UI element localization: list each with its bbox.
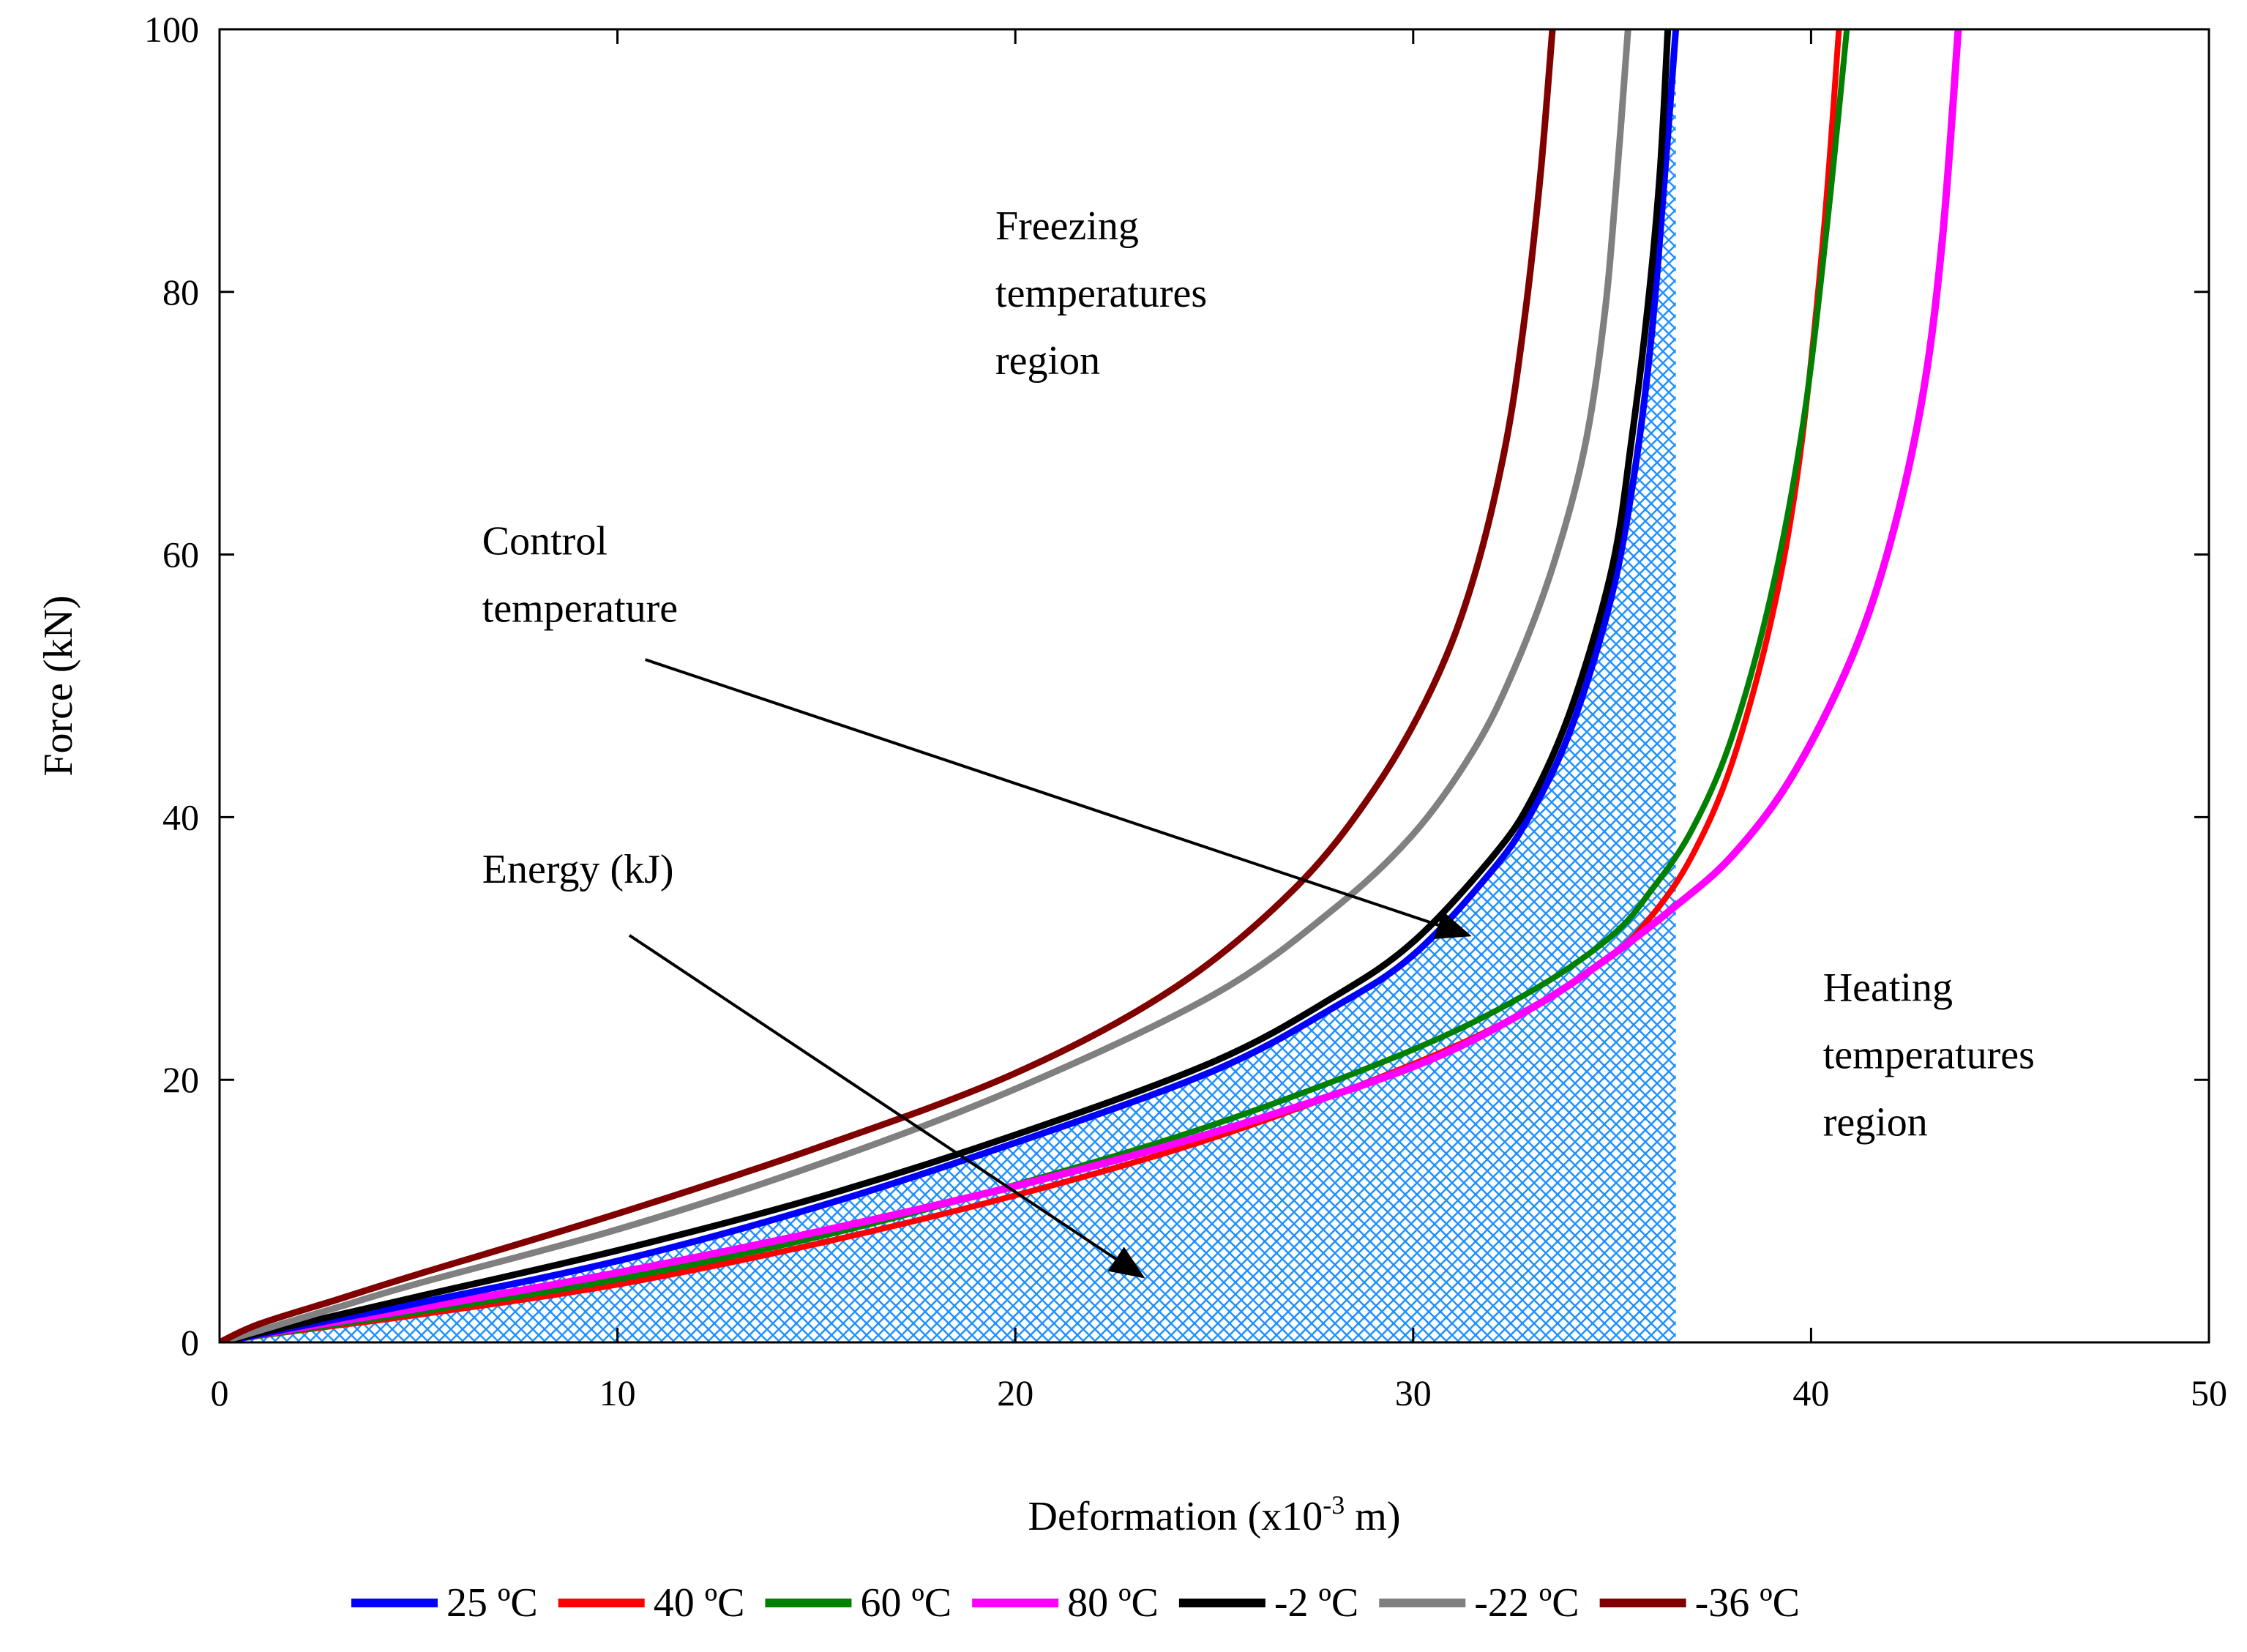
series-line-80: [220, 29, 1962, 1342]
annotation-text: Control temperature: [482, 519, 678, 632]
legend-label: -36 ºC: [1695, 1580, 1800, 1626]
annotation-text: Energy (kJ): [482, 847, 674, 892]
x-tick-label: 0: [211, 1372, 229, 1413]
x-tick-label: 10: [599, 1372, 636, 1413]
y-tick-label: 40: [162, 796, 199, 837]
x-axis-title-superscript: -3: [1323, 1490, 1345, 1520]
legend: 25 ºC 40 ºC 60 ºC 80 ºC -2 ºC -22 ºC -36 ºC: [351, 1580, 1800, 1626]
legend-label: -22 ºC: [1474, 1580, 1579, 1626]
legend-label: 80 ºC: [1067, 1580, 1159, 1626]
series-line-minus-2: [220, 29, 1672, 1342]
legend-label: -2 ºC: [1274, 1580, 1358, 1626]
annotation-arrow: [628, 934, 1145, 1279]
legend-label: 25 ºC: [446, 1580, 538, 1626]
series-line-60: [220, 29, 1850, 1342]
series-line-25: [220, 29, 1680, 1342]
energy-area-fill: [220, 29, 1676, 1342]
y-tick-label: 60: [162, 534, 199, 575]
annotation-arrow: [645, 658, 1472, 939]
plot-frame: [218, 28, 2210, 1344]
x-tick-label: 50: [2191, 1372, 2227, 1413]
x-tick-label: 20: [997, 1372, 1033, 1413]
series-lines: [220, 29, 1962, 1342]
axis-ticks: 0 10 20 30 40 50 0 20 40 60 80 100: [144, 9, 2227, 1413]
y-tick-label: 0: [181, 1322, 199, 1363]
annotation-text: Freezing temperatures region: [995, 203, 1207, 384]
y-tick-label: 20: [162, 1059, 199, 1100]
legend-label: 60 ºC: [860, 1580, 951, 1626]
series-line-minus-22: [220, 29, 1631, 1342]
x-tick-label: 30: [1395, 1372, 1432, 1413]
annotation-text: Heating temperatures region: [1823, 965, 2035, 1145]
y-axis-title: Force (kN): [36, 595, 81, 776]
y-tick-label: 80: [162, 272, 199, 313]
energy-shaded-area: [220, 29, 1676, 1342]
x-tick-label: 40: [1792, 1372, 1829, 1413]
x-axis-title: Deformation (x10-3 m): [1028, 1490, 1401, 1539]
y-tick-label: 100: [144, 9, 199, 50]
series-line-minus-36: [220, 29, 1556, 1342]
annotations: Freezing temperatures region Heating tempera…: [482, 203, 2035, 1279]
legend-label: 40 ºC: [654, 1580, 745, 1626]
